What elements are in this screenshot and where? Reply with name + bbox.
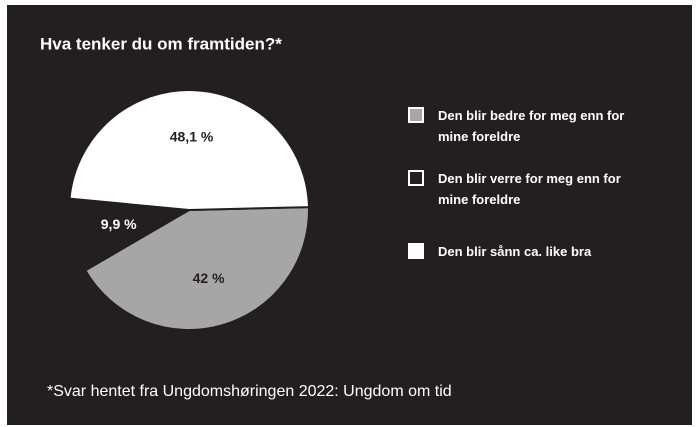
footnote: *Svar hentet fra Ungdomshøringen 2022: U… <box>47 383 452 400</box>
legend-item: Den blir verre for meg enn for mine fore… <box>408 168 658 210</box>
data-label: 9,9 % <box>101 216 137 232</box>
pie-slice <box>68 197 193 272</box>
legend-item: Den blir sånn ca. like bra <box>408 241 658 262</box>
legend-swatch <box>408 170 424 186</box>
legend-label: Den blir bedre for meg enn for mine fore… <box>438 108 625 144</box>
legend-swatch <box>408 243 424 259</box>
pie-slice <box>68 89 310 212</box>
pie-slice <box>83 206 310 331</box>
data-label: 42 % <box>193 270 225 286</box>
data-label: 48,1 % <box>170 129 214 145</box>
chart: Hva tenker du om framtiden?* *Svar hente… <box>40 34 452 400</box>
legend-swatch <box>408 107 424 123</box>
legend-label: Den blir sånn ca. like bra <box>438 244 592 259</box>
chart-panel: Hva tenker du om framtiden?* *Svar hente… <box>7 5 692 425</box>
legend-item: Den blir bedre for meg enn for mine fore… <box>408 105 658 147</box>
legend-label: Den blir verre for meg enn for mine fore… <box>438 171 621 207</box>
chart-title: Hva tenker du om framtiden?* <box>40 34 282 53</box>
